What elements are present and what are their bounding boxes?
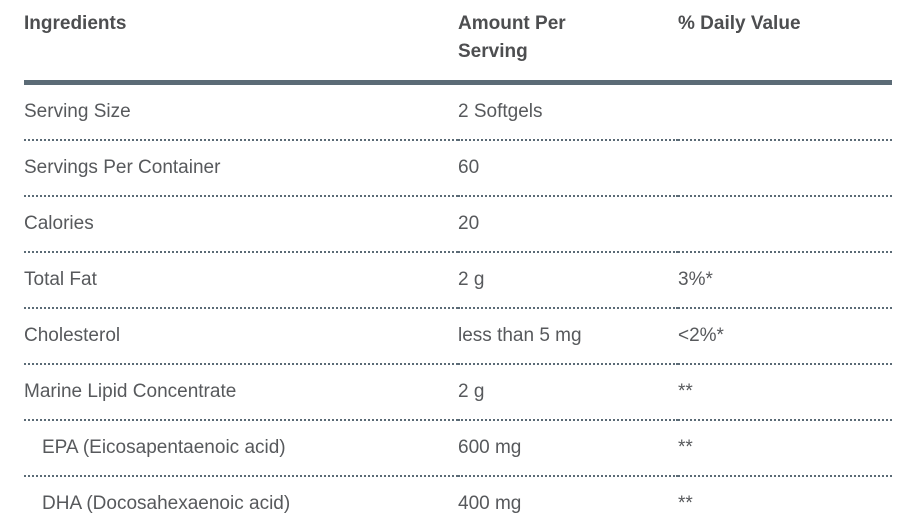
table-row: Total Fat 2 g 3%* xyxy=(24,252,892,309)
amount-cell: 2 g xyxy=(458,252,678,309)
ingredient-cell: DHA (Docosahexaenoic acid) xyxy=(42,493,291,514)
daily-value-cell: 3%* xyxy=(678,252,892,309)
column-header-ingredients: Ingredients xyxy=(24,10,458,85)
table-row: EPA (Eicosapentaenoic acid) 600 mg ** xyxy=(24,420,892,477)
ingredient-cell: Serving Size xyxy=(24,82,458,141)
ingredient-cell: EPA (Eicosapentaenoic acid) xyxy=(24,420,458,477)
column-header-amount-per-serving: Amount Per Serving xyxy=(458,10,678,85)
table-row: DHA (Docosahexaenoic acid) 400 mg ** xyxy=(24,476,892,516)
amount-cell: less than 5 mg xyxy=(458,308,678,365)
amount-cell: 2 g xyxy=(458,364,678,421)
table-row: Calories 20 xyxy=(24,196,892,253)
table-body: Serving Size 2 Softgels Servings Per Conta… xyxy=(24,82,892,516)
column-header-daily-value: % Daily Value xyxy=(678,10,892,85)
daily-value-cell: ** xyxy=(678,364,892,421)
table-row: Servings Per Container 60 xyxy=(24,140,892,197)
daily-value-cell xyxy=(678,196,892,253)
daily-value-cell: ** xyxy=(678,420,892,477)
daily-value-cell: ** xyxy=(678,493,693,514)
daily-value-cell xyxy=(678,140,892,197)
table-row: Serving Size 2 Softgels xyxy=(24,82,892,141)
ingredient-cell: Cholesterol xyxy=(24,308,458,365)
amount-cell: 400 mg xyxy=(458,493,522,514)
column-header-ingredients-label: Ingredients xyxy=(24,13,127,34)
ingredient-cell: Calories xyxy=(24,196,458,253)
ingredient-cell: Total Fat xyxy=(24,252,458,309)
supplement-facts-table: Ingredients Amount Per Serving % Daily V… xyxy=(24,10,892,516)
ingredient-cell: Servings Per Container xyxy=(24,140,458,197)
amount-cell: 600 mg xyxy=(458,420,678,477)
column-header-daily-value-label: % Daily Value xyxy=(678,13,801,34)
header-row: Ingredients Amount Per Serving % Daily V… xyxy=(24,10,892,85)
daily-value-cell xyxy=(678,82,892,141)
amount-cell: 20 xyxy=(458,196,678,253)
amount-cell: 60 xyxy=(458,140,678,197)
amount-cell: 2 Softgels xyxy=(458,82,678,141)
ingredient-cell: Marine Lipid Concentrate xyxy=(24,364,458,421)
table-row: Marine Lipid Concentrate 2 g ** xyxy=(24,364,892,421)
daily-value-cell: <2%* xyxy=(678,308,892,365)
column-header-amount-per-serving-label: Amount Per Serving xyxy=(458,13,566,62)
table-row: Cholesterol less than 5 mg <2%* xyxy=(24,308,892,365)
